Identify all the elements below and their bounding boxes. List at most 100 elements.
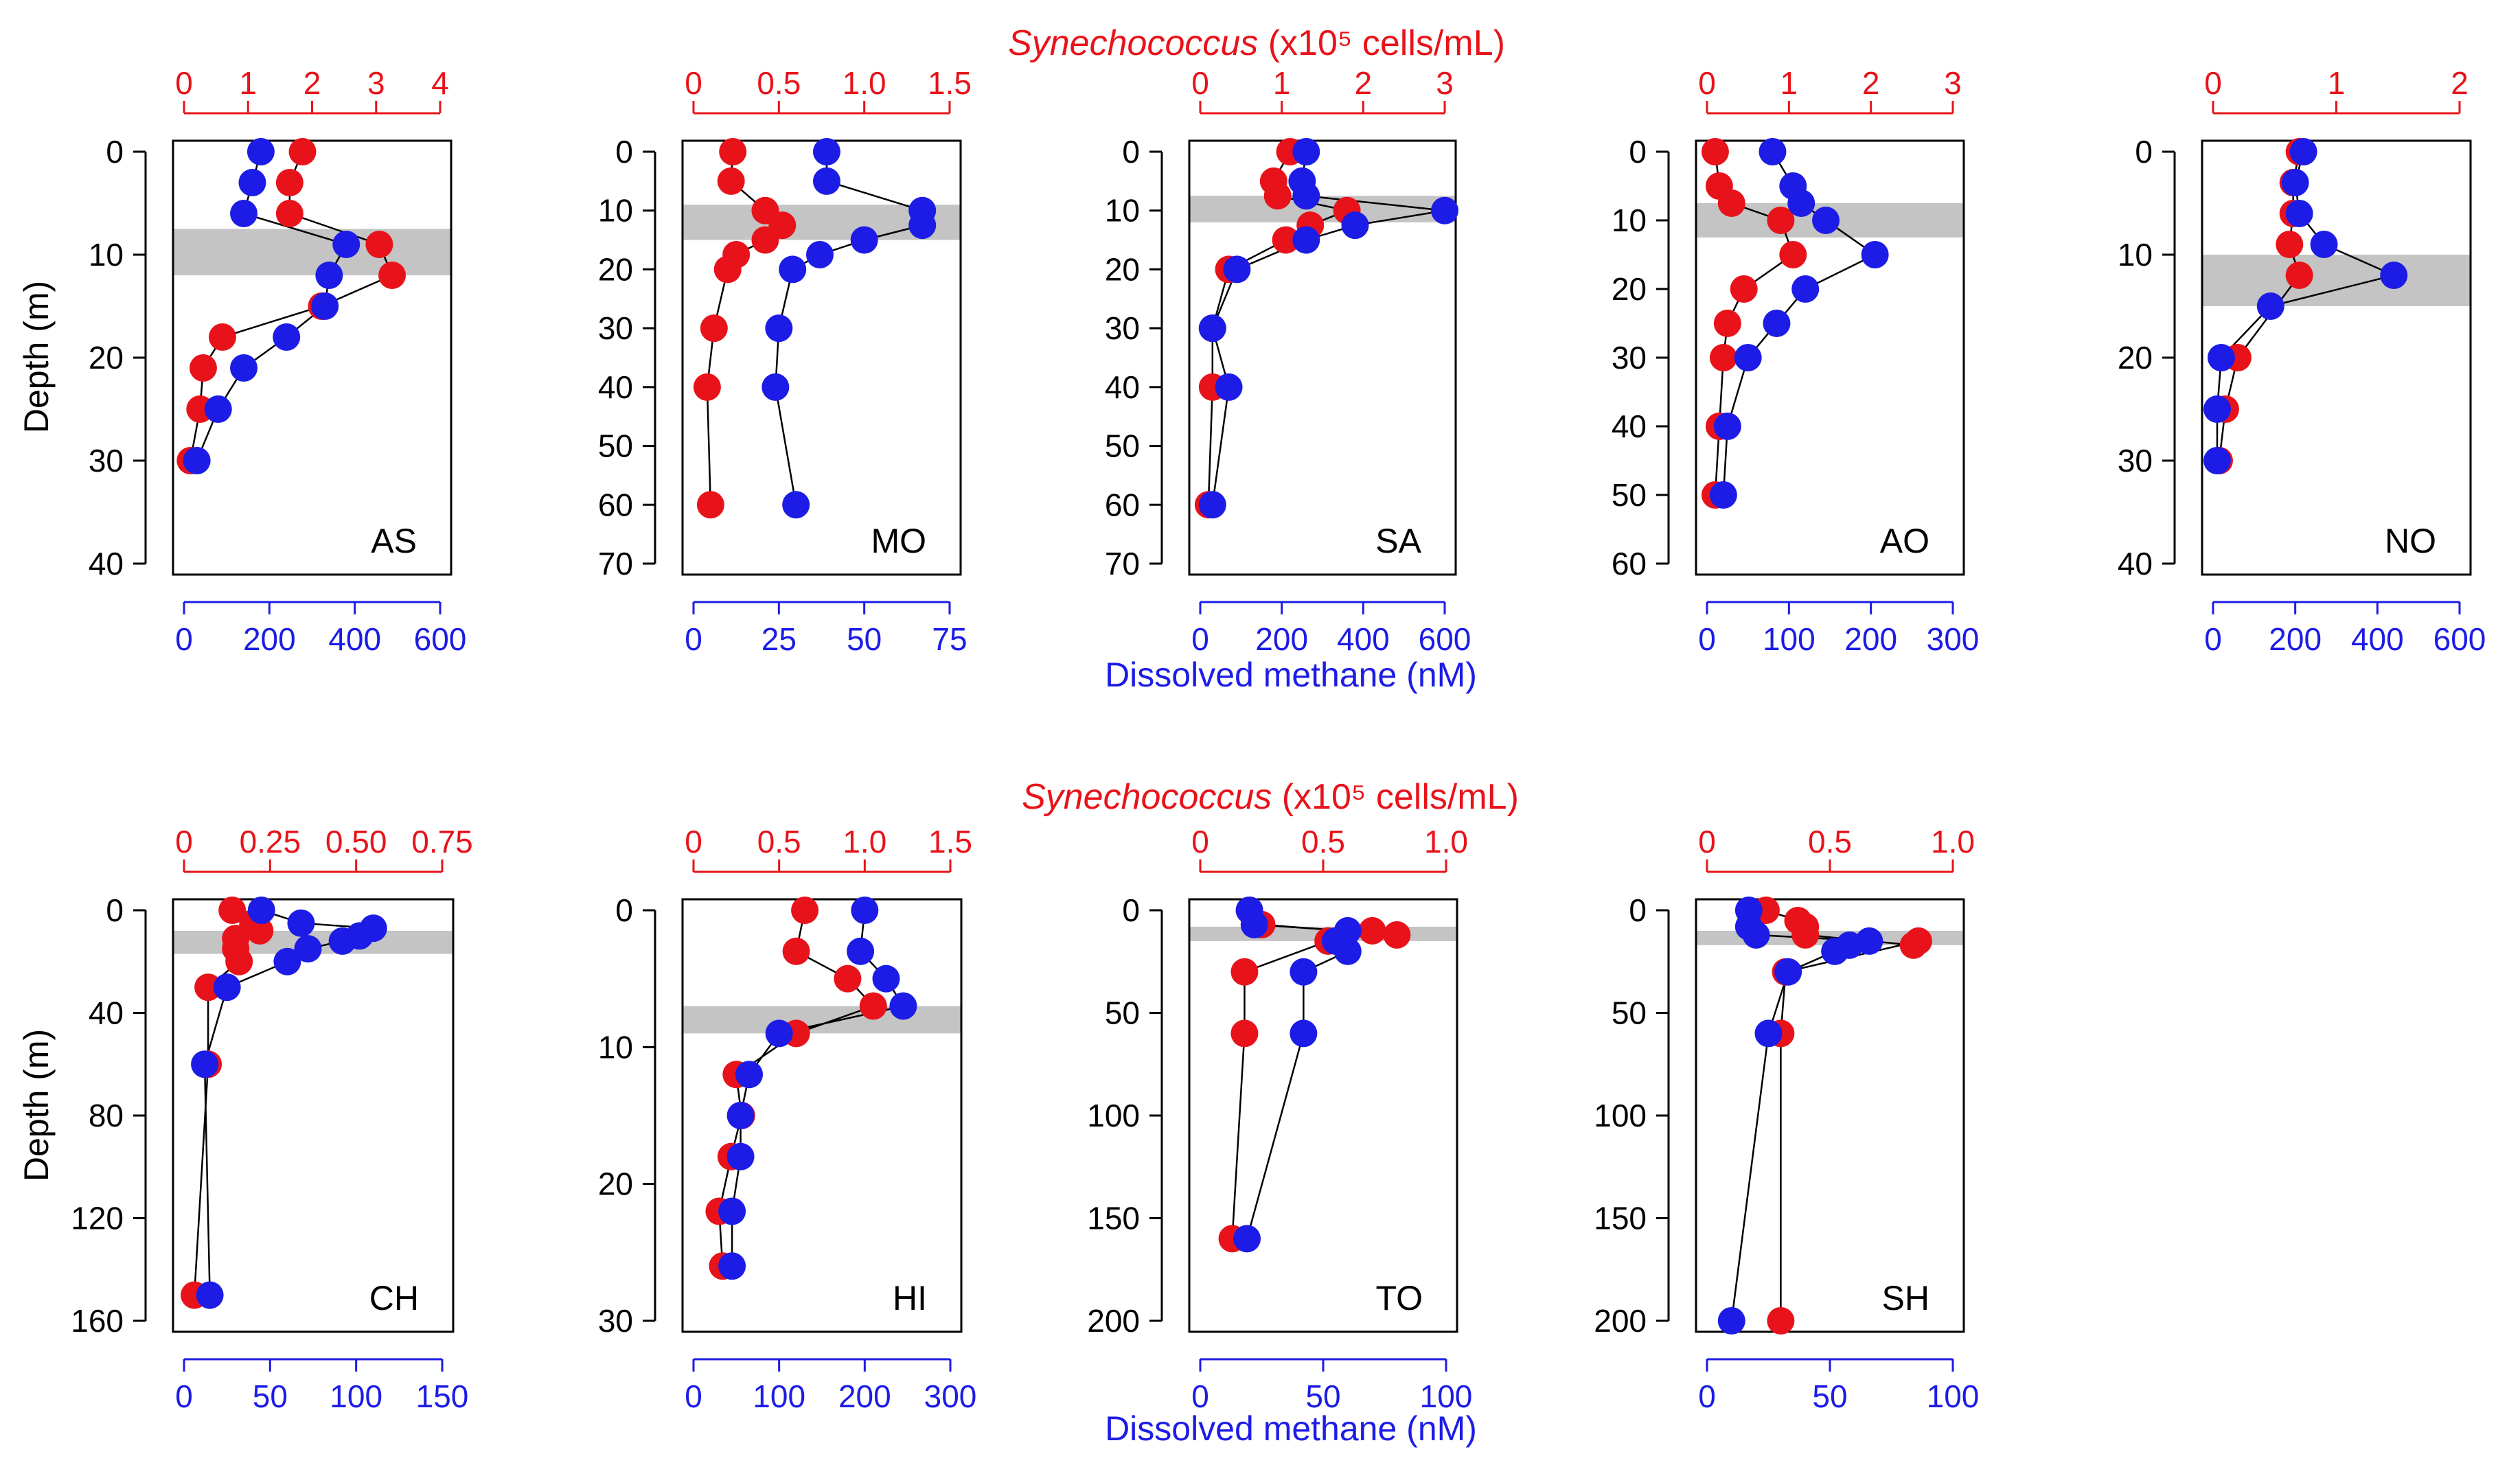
depth-tick-label-sa: 0 [1122,134,1140,170]
depth-tick-label-sa: 60 [1105,487,1140,522]
panel-ch: 0 40 80 120 160 0 0.25 0.50 0.75 0 50 100 150 CH [71,824,473,1414]
bottom-tick-label-ch: 50 [253,1378,288,1414]
synechococcus-point-hi [791,897,819,924]
top-tick-label-mo: 0 [685,65,702,101]
station-label-sa: SA [1375,522,1421,560]
methane-point-ch [191,1050,219,1078]
methane-point-hi [726,1102,755,1129]
methane-point-mo [850,226,878,254]
bottom-tick-label-ao: 100 [1763,621,1815,657]
bottom-tick-label-as: 400 [328,621,381,657]
methane-line-as [196,151,348,461]
bottom-tick-label-as: 200 [243,621,296,657]
station-label-sh: SH [1882,1279,1929,1317]
methane-point-ao [1787,189,1815,217]
frame-as [172,139,453,576]
station-label-no: NO [2385,522,2436,560]
methane-point-no [2285,200,2313,227]
synechococcus-point-as [275,169,303,196]
bottom-row-methane-label: Dissolved methane (nM) [1105,1409,1477,1448]
methane-point-mo [779,255,807,284]
band-no [2202,255,2471,306]
depth-tick-label-ao: 20 [1612,271,1647,307]
bottom-tick-label-to: 100 [1420,1378,1473,1414]
methane-point-hi [718,1252,746,1280]
methane-point-ao [1709,481,1737,509]
bottom-tick-label-as: 0 [175,621,193,657]
methane-point-as [183,447,211,474]
depth-tick-label-as: 30 [89,443,124,478]
station-label-mo: MO [871,522,926,560]
methane-point-hi [847,937,875,965]
depth-tick-label-ao: 40 [1612,408,1647,444]
methane-point-sa [1223,255,1251,284]
methane-point-hi [765,1019,793,1048]
top-tick-label-no: 2 [2451,65,2469,101]
methane-point-hi [726,1142,755,1170]
bottom-tick-label-as: 600 [414,621,467,657]
bottom-tick-label-to: 50 [1305,1378,1340,1414]
depth-tick-label-sa: 10 [1105,193,1140,229]
methane-point-as [273,323,301,351]
bottom-tick-label-no: 200 [2269,621,2322,657]
methane-point-ao [1791,275,1820,303]
synechococcus-point-ao [1709,344,1737,371]
synechococcus-point-ao [1730,275,1758,303]
synechococcus-point-mo [717,167,745,195]
synechococcus-point-mo [700,314,728,343]
methane-point-no [2289,138,2317,165]
depth-tick-label-sa: 30 [1105,310,1140,346]
bottom-tick-label-hi: 100 [753,1378,805,1414]
bottom-tick-label-ch: 150 [416,1378,469,1414]
methane-point-mo [761,373,790,401]
band-as [173,229,451,275]
methane-point-to [1290,1019,1318,1048]
frame-hi [681,898,963,1333]
frame-no [2201,139,2472,576]
methane-point-no [2203,447,2231,474]
top-tick-label-hi: 1.5 [928,824,972,859]
top-tick-label-as: 4 [431,65,449,101]
methane-line-to [1246,910,1350,1239]
methane-point-hi [718,1197,746,1225]
synechococcus-point-ch [218,897,247,924]
bottom-tick-label-ao: 200 [1844,621,1897,657]
methane-point-sh [1774,958,1802,986]
synechococcus-point-as [378,262,406,289]
methane-point-sh [1754,1019,1783,1048]
synechococcus-line-mo [706,151,784,505]
top-tick-label-as: 0 [175,65,193,101]
depth-tick-label-ao: 0 [1629,134,1647,170]
synechococcus-point-mo [696,491,724,519]
synechococcus-point-sa [1263,182,1292,210]
frame-sa [1188,139,1457,576]
depth-tick-label-sh: 50 [1612,995,1647,1031]
top-tick-label-as: 2 [303,65,321,101]
methane-point-ao [1763,310,1791,337]
top-tick-label-as: 1 [239,65,257,101]
panel-to: 0 50 100 150 200 0 0.5 1.0 0 50 100 TO [1087,824,1472,1414]
depth-tick-label-no: 10 [2118,237,2153,273]
depth-tick-label-sh: 0 [1629,892,1647,928]
methane-point-mo [812,167,840,195]
band-sa [1189,196,1456,222]
methane-point-sa [1292,138,1320,165]
top-row-methane-label: Dissolved methane (nM) [1105,656,1477,694]
methane-point-sa [1198,314,1226,343]
methane-point-sa [1292,226,1320,254]
bottom-tick-label-ao: 0 [1698,621,1716,657]
frame-to [1188,898,1458,1333]
station-label-ao: AO [1880,522,1929,560]
bottom-tick-label-hi: 300 [924,1378,977,1414]
depth-tick-label-mo: 50 [598,428,633,464]
bottom-tick-label-ch: 100 [330,1378,382,1414]
methane-point-ao [1713,413,1741,440]
depth-tick-label-hi: 10 [598,1029,633,1065]
bottom-tick-label-no: 600 [2433,621,2486,657]
top-tick-label-sa: 2 [1355,65,1373,101]
depth-tick-label-to: 150 [1087,1201,1140,1236]
top-tick-label-ao: 3 [1944,65,1962,101]
top-tick-label-mo: 1.0 [843,65,886,101]
methane-point-as [204,395,232,423]
top-tick-label-ao: 2 [1862,65,1880,101]
